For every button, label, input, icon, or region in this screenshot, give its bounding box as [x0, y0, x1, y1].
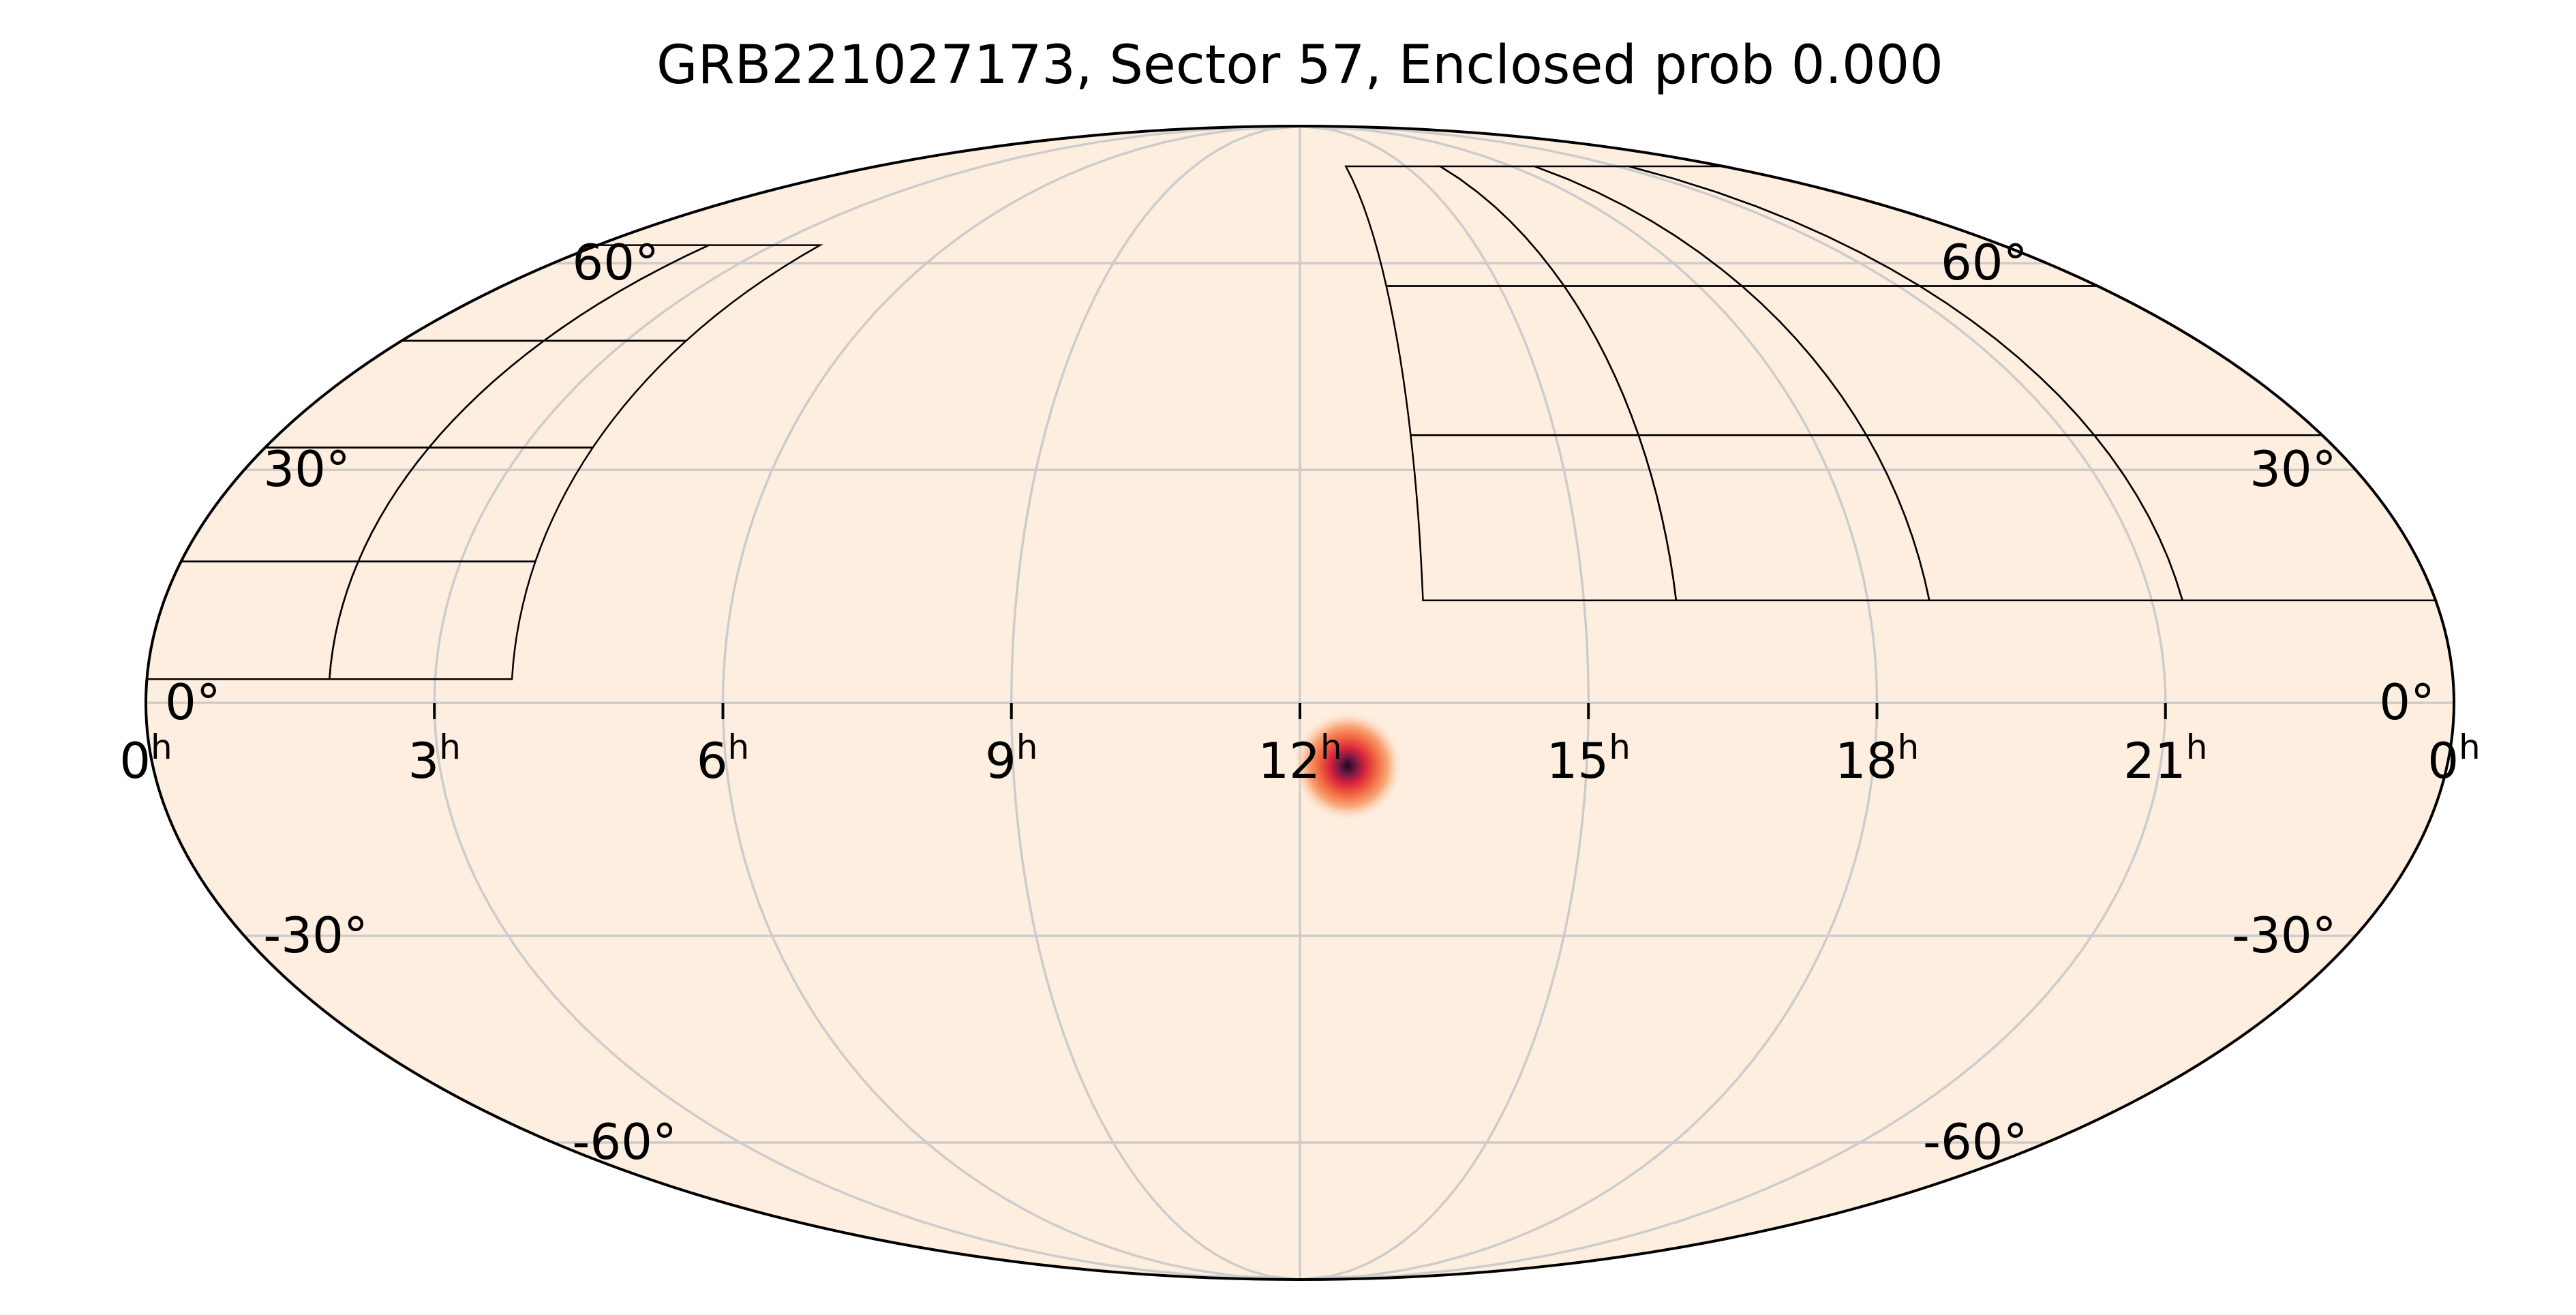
y-axis-ticks: 60° 60° 30° 30° 0° 0° -30° -30° -60° -60° — [165, 234, 2435, 1170]
sector-footprint-cell — [541, 244, 823, 342]
x-tick-label: 15h — [1547, 727, 1631, 789]
x-tick-label: 6h — [697, 727, 750, 789]
chart-title: GRB221027173, Sector 57, Enclosed prob 0… — [656, 35, 1943, 96]
y-tick-label-left: -60° — [1923, 1113, 2028, 1170]
x-tick-label-base: 0 — [2427, 732, 2459, 789]
x-tick-label-superscript: h — [1320, 727, 1342, 767]
y-tick-label-right: 30° — [263, 440, 350, 498]
y-tick-label-left: 30° — [2249, 440, 2337, 498]
x-tick-label-superscript: h — [1609, 727, 1631, 767]
x-tick-label: 9h — [985, 727, 1038, 789]
y-tick-label-right: -30° — [263, 907, 368, 964]
x-tick-label: 3h — [408, 727, 461, 789]
sector-footprints — [146, 165, 2437, 680]
x-tick-label: 12h — [1258, 727, 1342, 789]
x-tick-label-base: 0 — [119, 732, 151, 789]
x-tick-label-superscript: h — [2459, 727, 2481, 767]
probability-peak — [1292, 710, 1404, 822]
x-tick-label: 21h — [2123, 727, 2207, 789]
y-tick-label-right: 0° — [165, 674, 221, 731]
x-tick-label-base: 12 — [1258, 732, 1320, 789]
y-tick-label-left: -30° — [2232, 907, 2337, 964]
x-tick-label-base: 18 — [1835, 732, 1898, 789]
x-tick-label-superscript: h — [439, 727, 461, 767]
x-tick-label-base: 6 — [697, 732, 728, 789]
x-tick-label: 0h — [2427, 727, 2481, 789]
x-tick-label-base: 21 — [2123, 732, 2186, 789]
sky-boundary — [145, 125, 2455, 1281]
y-tick-label-right: -60° — [572, 1113, 677, 1170]
x-tick-label-superscript: h — [151, 727, 172, 767]
x-tick-label-superscript: h — [2186, 727, 2208, 767]
y-tick-label-right: 60° — [572, 234, 659, 291]
y-tick-label-left: 0° — [2379, 674, 2435, 731]
x-tick-label-superscript: h — [1897, 727, 1919, 767]
x-tick-label-base: 15 — [1547, 732, 1609, 789]
x-tick-label: 18h — [1835, 727, 1919, 789]
x-tick-label-base: 3 — [408, 732, 439, 789]
x-tick-label-superscript: h — [1016, 727, 1038, 767]
x-tick-label: 0h — [119, 727, 172, 789]
x-tick-label-base: 9 — [985, 732, 1016, 789]
y-tick-label-left: 60° — [1941, 234, 2028, 291]
x-tick-label-superscript: h — [728, 727, 750, 767]
